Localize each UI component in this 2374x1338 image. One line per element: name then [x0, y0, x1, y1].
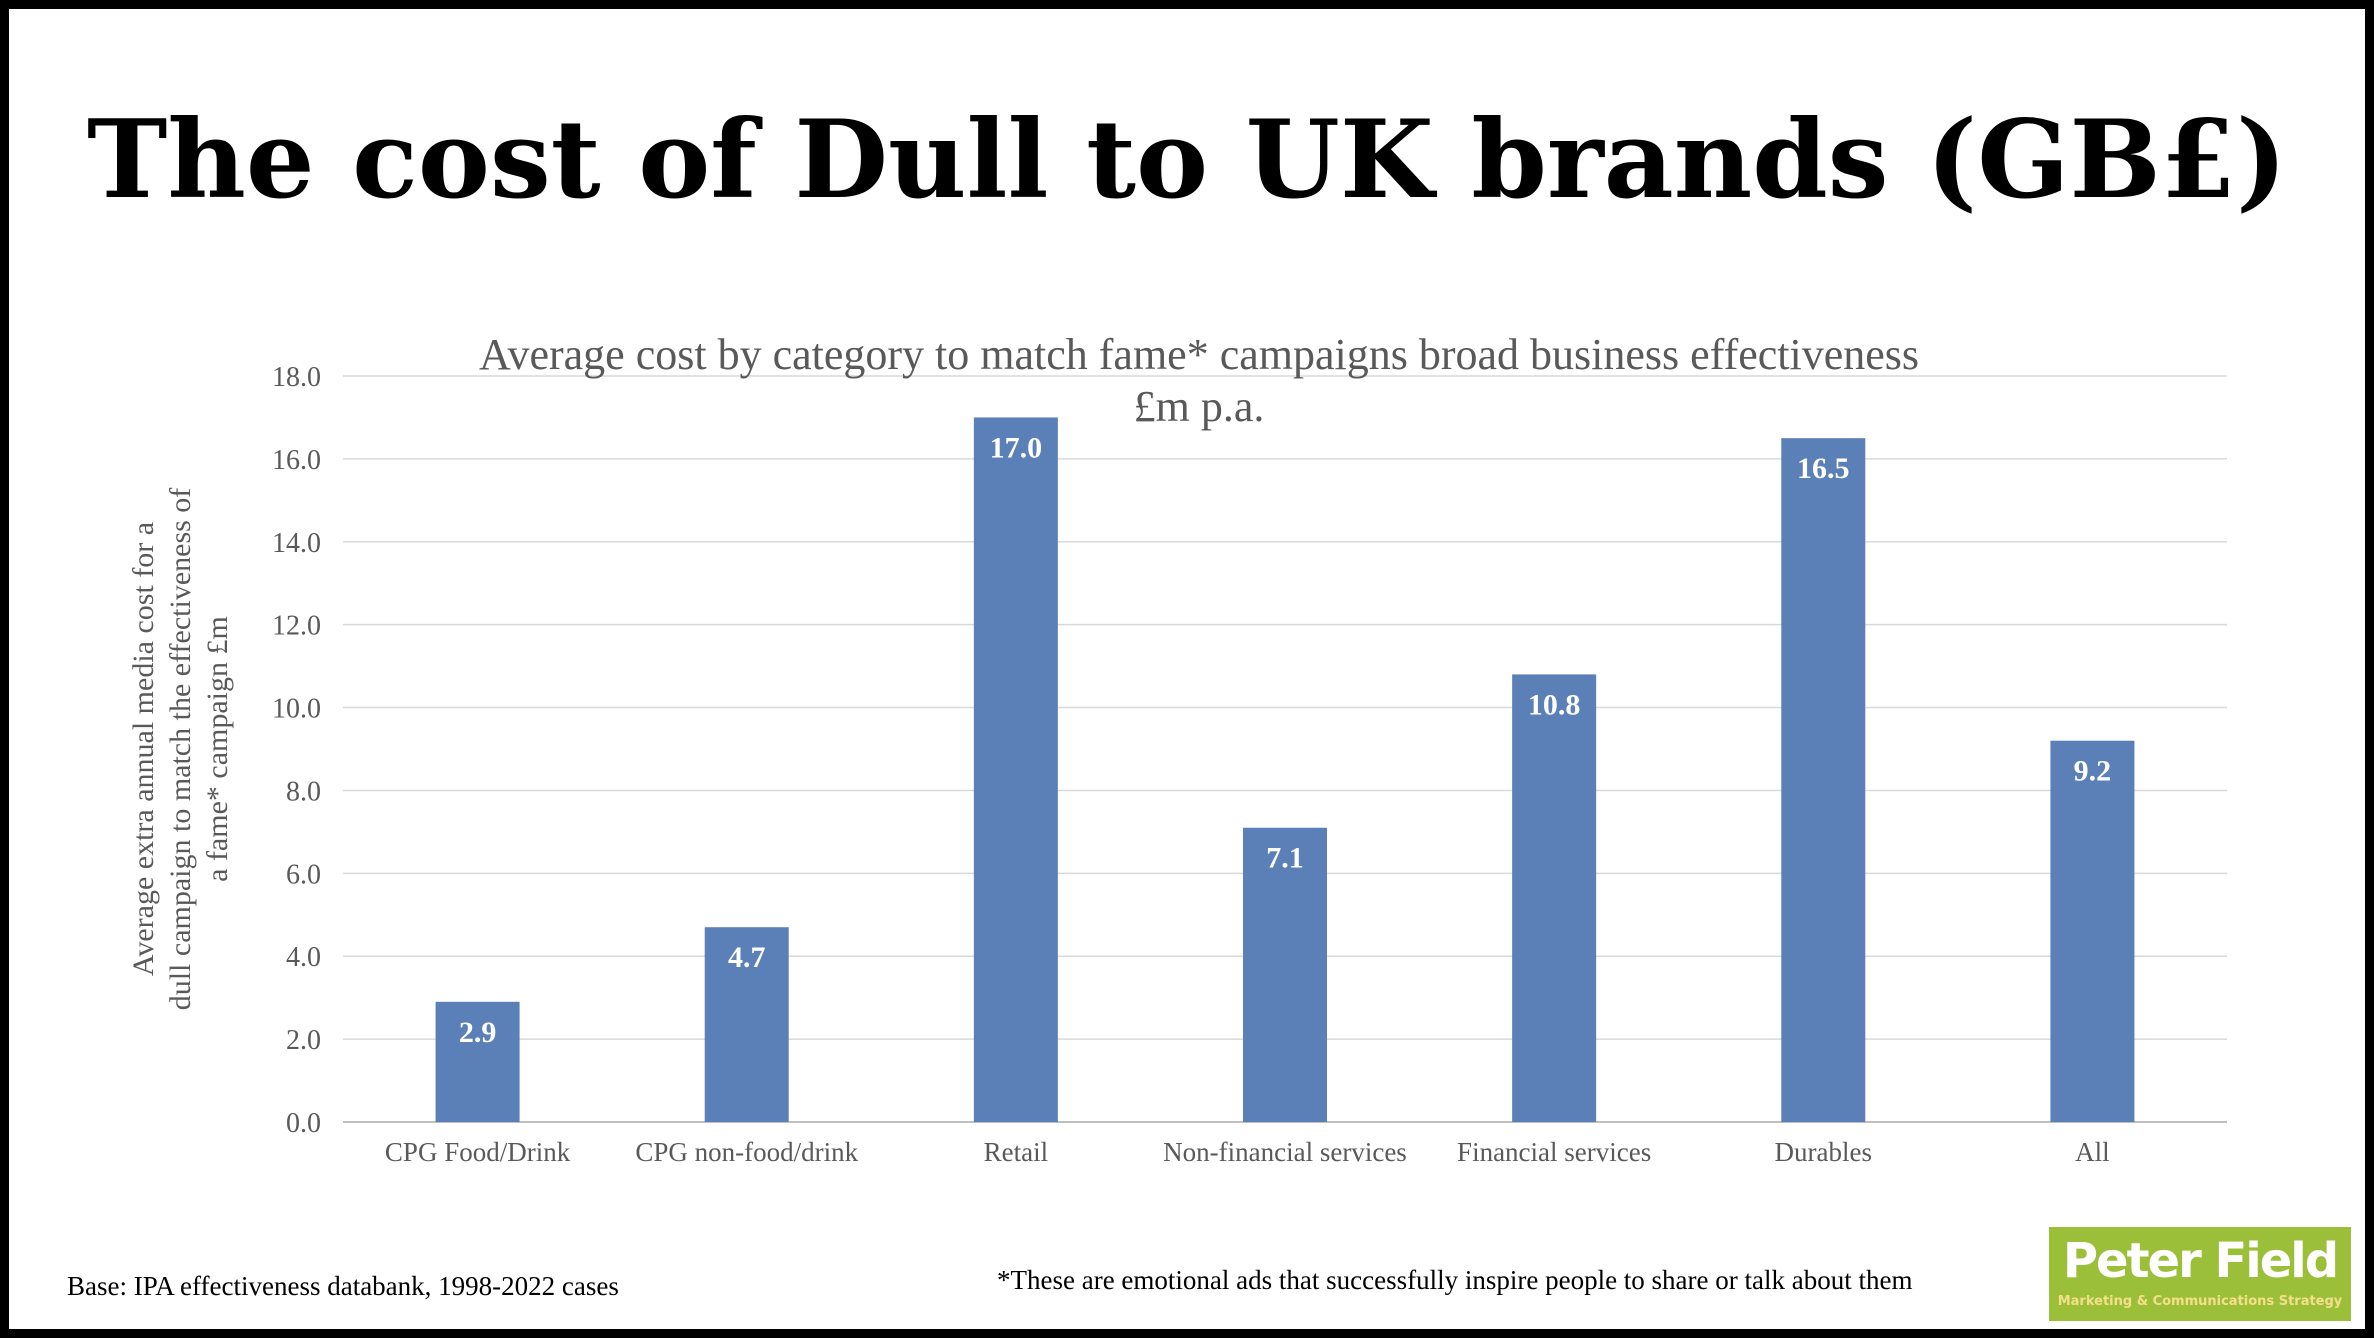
x-tick-label: Financial services	[1457, 1137, 1651, 1167]
data-label: 10.8	[1528, 688, 1581, 721]
bar-chart: 0.0 2.0 4.0 6.0 8.0 10.0 12.0 14.0 16.0 18.0 2.9 CP…	[127, 362, 2227, 1167]
chart-subtitle: £m p.a.	[1133, 382, 1265, 431]
logo-name: Peter Field	[2062, 1233, 2339, 1289]
y-axis-label: a fame* campaign £m	[201, 616, 234, 882]
x-tick-label: Retail	[984, 1137, 1048, 1167]
y-tick-label: 10.0	[272, 694, 321, 725]
bar	[435, 1001, 520, 1122]
y-tick-label: 0.0	[286, 1108, 321, 1139]
y-tick-label: 8.0	[286, 776, 321, 807]
data-label: 7.1	[1266, 842, 1304, 875]
x-tick-label: Durables	[1775, 1137, 1872, 1167]
data-label: 17.0	[990, 431, 1043, 464]
y-tick-label: 12.0	[272, 611, 321, 642]
bar	[1243, 827, 1327, 1122]
y-tick-label: 14.0	[272, 528, 321, 559]
bar	[1512, 674, 1597, 1122]
y-tick-label: 16.0	[272, 445, 321, 476]
y-tick-label: 2.0	[286, 1025, 321, 1056]
y-tick-label: 4.0	[286, 942, 321, 973]
peter-field-logo: Peter Field Marketing & Communications S…	[2049, 1227, 2351, 1321]
slide: The cost of Dull to UK brands (GB£) 0.0 2…	[9, 9, 2365, 1329]
x-tick-label: Non-financial services	[1163, 1137, 1407, 1167]
chart-title-line: Average cost by category to match fame* …	[478, 330, 1920, 379]
x-tick-label: CPG Food/Drink	[385, 1137, 571, 1167]
y-axis-label: dull campaign to match the effectiveness…	[164, 488, 197, 1011]
slide-title: The cost of Dull to UK brands (GB£)	[86, 97, 2288, 223]
y-axis-label: Average extra annual media cost for a	[127, 522, 160, 976]
x-tick-label: All	[2075, 1137, 2110, 1167]
bar	[1781, 438, 1866, 1123]
logo-tagline: Marketing & Communications Strategy	[2057, 1294, 2343, 1309]
footer-base-note: Base: IPA effectiveness databank, 1998-2…	[67, 1271, 619, 1301]
bar	[2050, 740, 2135, 1122]
bar	[973, 417, 1058, 1122]
data-label: 4.7	[728, 941, 766, 974]
x-tick-label: CPG non-food/drink	[635, 1137, 858, 1167]
data-label: 2.9	[459, 1016, 497, 1049]
footer-footnote: *These are emotional ads that successful…	[997, 1265, 1913, 1295]
y-tick-label: 6.0	[286, 859, 321, 890]
data-label: 9.2	[2074, 755, 2112, 788]
chart-title: Average cost by category to match fame* …	[349, 329, 2049, 433]
data-label: 16.5	[1797, 452, 1850, 485]
y-tick-label: 18.0	[272, 362, 321, 393]
bar	[704, 927, 789, 1122]
